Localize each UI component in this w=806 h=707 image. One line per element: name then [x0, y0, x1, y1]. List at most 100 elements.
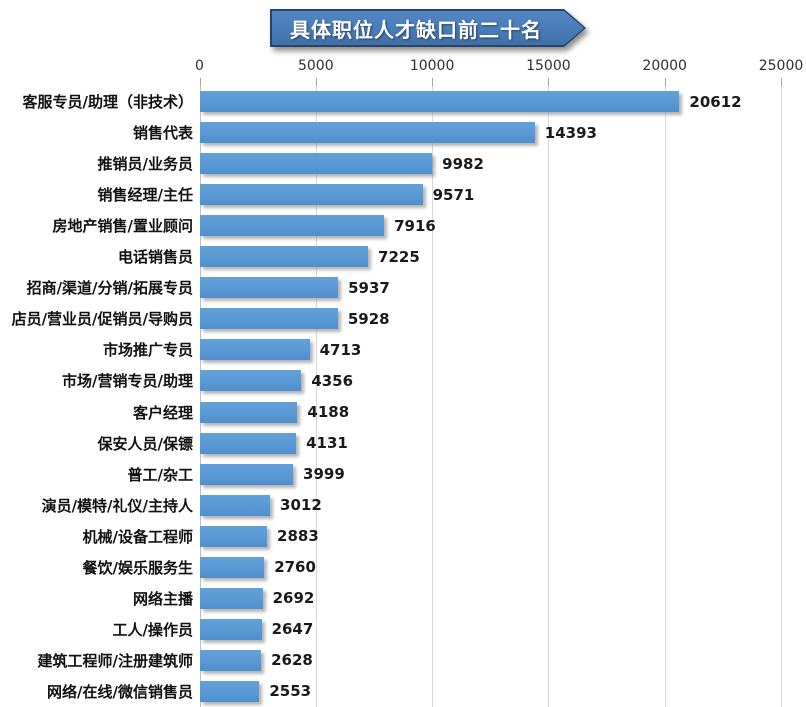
category-label: 市场推广专员	[102, 341, 193, 360]
bar	[200, 153, 433, 175]
category-label: 房地产销售/置业顾问	[52, 217, 193, 236]
gridline	[548, 86, 550, 707]
bar	[200, 122, 535, 144]
chart-title: 具体职位人才缺口前二十名	[290, 17, 542, 42]
category-label: 客服专员/助理（非技术）	[22, 93, 193, 112]
bar	[200, 339, 310, 361]
bar	[200, 184, 423, 206]
x-axis-tick-label: 15000	[526, 58, 571, 74]
banner-fill-shape	[272, 11, 584, 45]
bar-row: 电话销售员 7225	[0, 241, 806, 272]
bar	[200, 308, 338, 330]
bar	[200, 401, 298, 423]
value-label: 9982	[442, 154, 484, 173]
value-label: 4188	[307, 403, 350, 422]
value-label: 9571	[432, 185, 475, 204]
bar-row: 网络/在线/微信销售员 2553	[0, 676, 806, 707]
gridline	[781, 86, 782, 707]
x-axis-tick-mark	[199, 78, 201, 86]
bar-row: 餐饮/娱乐服务生 2760	[0, 552, 806, 583]
bar-row: 销售经理/主任 9571	[0, 179, 806, 210]
bar	[200, 649, 262, 671]
y-axis-line	[199, 86, 201, 707]
value-label: 2553	[269, 682, 312, 701]
value-label: 7916	[394, 216, 436, 235]
bar-row: 演员/模特/礼仪/主持人 3012	[0, 490, 806, 521]
category-label: 销售代表	[132, 124, 193, 143]
bar-row: 推销员/业务员 9982	[0, 148, 806, 179]
x-axis-tick-label: 20000	[642, 58, 687, 74]
x-axis-tick-label: 5000	[297, 58, 334, 74]
bar	[200, 618, 262, 640]
category-label: 网络主播	[132, 589, 193, 608]
gridline	[432, 86, 434, 707]
bar-row: 网络主播 2692	[0, 583, 806, 614]
value-label: 2647	[271, 620, 314, 639]
bar-row: 销售代表 14393	[0, 117, 806, 148]
category-label: 保安人员/保镖	[97, 434, 193, 453]
category-label: 餐饮/娱乐服务生	[82, 558, 193, 577]
value-label: 7225	[378, 247, 420, 266]
category-label: 工人/操作员	[112, 620, 193, 639]
value-label: 5937	[348, 278, 390, 297]
bar	[200, 525, 268, 547]
bar-row: 房地产销售/置业顾问 7916	[0, 210, 806, 241]
category-label: 推销员/业务员	[97, 155, 193, 174]
bar-row: 保安人员/保镖 4131	[0, 428, 806, 459]
bar	[200, 494, 271, 516]
value-label: 14393	[544, 123, 597, 142]
x-axis-tick-mark	[664, 78, 666, 86]
bar	[200, 587, 263, 609]
bar-row: 普工/杂工 3999	[0, 459, 806, 490]
bar	[200, 556, 265, 578]
category-label: 市场/营销专员/助理	[62, 372, 193, 391]
x-axis-tick-label: 0	[195, 58, 204, 74]
bar	[200, 370, 302, 392]
chart-title-banner: 具体职位人才缺口前二十名	[270, 9, 586, 47]
category-label: 招商/渠道/分销/拓展专员	[26, 279, 193, 298]
bar-row: 市场/营销专员/助理 4356	[0, 365, 806, 396]
category-label: 销售经理/主任	[97, 186, 193, 205]
x-axis-tick-mark	[432, 78, 434, 86]
gridline	[664, 86, 666, 707]
bar	[200, 91, 680, 113]
value-label: 2760	[274, 558, 316, 577]
gridline	[315, 86, 317, 707]
bar-row: 市场推广专员 4713	[0, 334, 806, 365]
bar-row: 工人/操作员 2647	[0, 614, 806, 645]
x-axis-tick-mark	[548, 78, 550, 86]
value-label: 2883	[277, 527, 319, 546]
value-label: 2628	[271, 651, 313, 670]
category-label: 网络/在线/微信销售员	[47, 682, 193, 701]
bar	[200, 432, 297, 454]
bar-row: 客户经理 4188	[0, 397, 806, 428]
x-axis-tick-mark	[781, 78, 782, 86]
value-label: 3012	[280, 496, 322, 515]
value-label: 3999	[303, 465, 345, 484]
x-axis-tick-label: 10000	[409, 58, 455, 74]
bar-row: 客服专员/助理（非技术） 20612	[0, 86, 806, 117]
category-label: 客户经理	[132, 403, 193, 422]
category-label: 电话销售员	[117, 248, 193, 267]
category-label: 演员/模特/礼仪/主持人	[41, 496, 193, 515]
bar-row: 店员/营业员/促销员/导购员 5928	[0, 303, 806, 334]
bar-row: 招商/渠道/分销/拓展专员 5937	[0, 272, 806, 303]
bar	[200, 680, 260, 702]
value-label: 5928	[347, 309, 390, 328]
x-axis-tick-label: 25000	[758, 58, 804, 74]
value-label: 4131	[306, 434, 348, 453]
category-label: 普工/杂工	[127, 465, 193, 484]
value-label: 4356	[311, 371, 354, 390]
bar	[200, 463, 294, 485]
category-label: 建筑工程师/注册建筑师	[37, 651, 193, 670]
x-axis-tick-mark	[315, 78, 317, 86]
category-label: 店员/营业员/促销员/导购员	[11, 310, 193, 329]
bar-row: 建筑工程师/注册建筑师 2628	[0, 645, 806, 676]
value-label: 20612	[689, 92, 742, 111]
bar-row: 机械/设备工程师 2883	[0, 521, 806, 552]
value-label: 2692	[272, 589, 315, 608]
value-label: 4713	[319, 340, 362, 359]
category-label: 机械/设备工程师	[82, 527, 193, 546]
bar	[200, 277, 339, 299]
